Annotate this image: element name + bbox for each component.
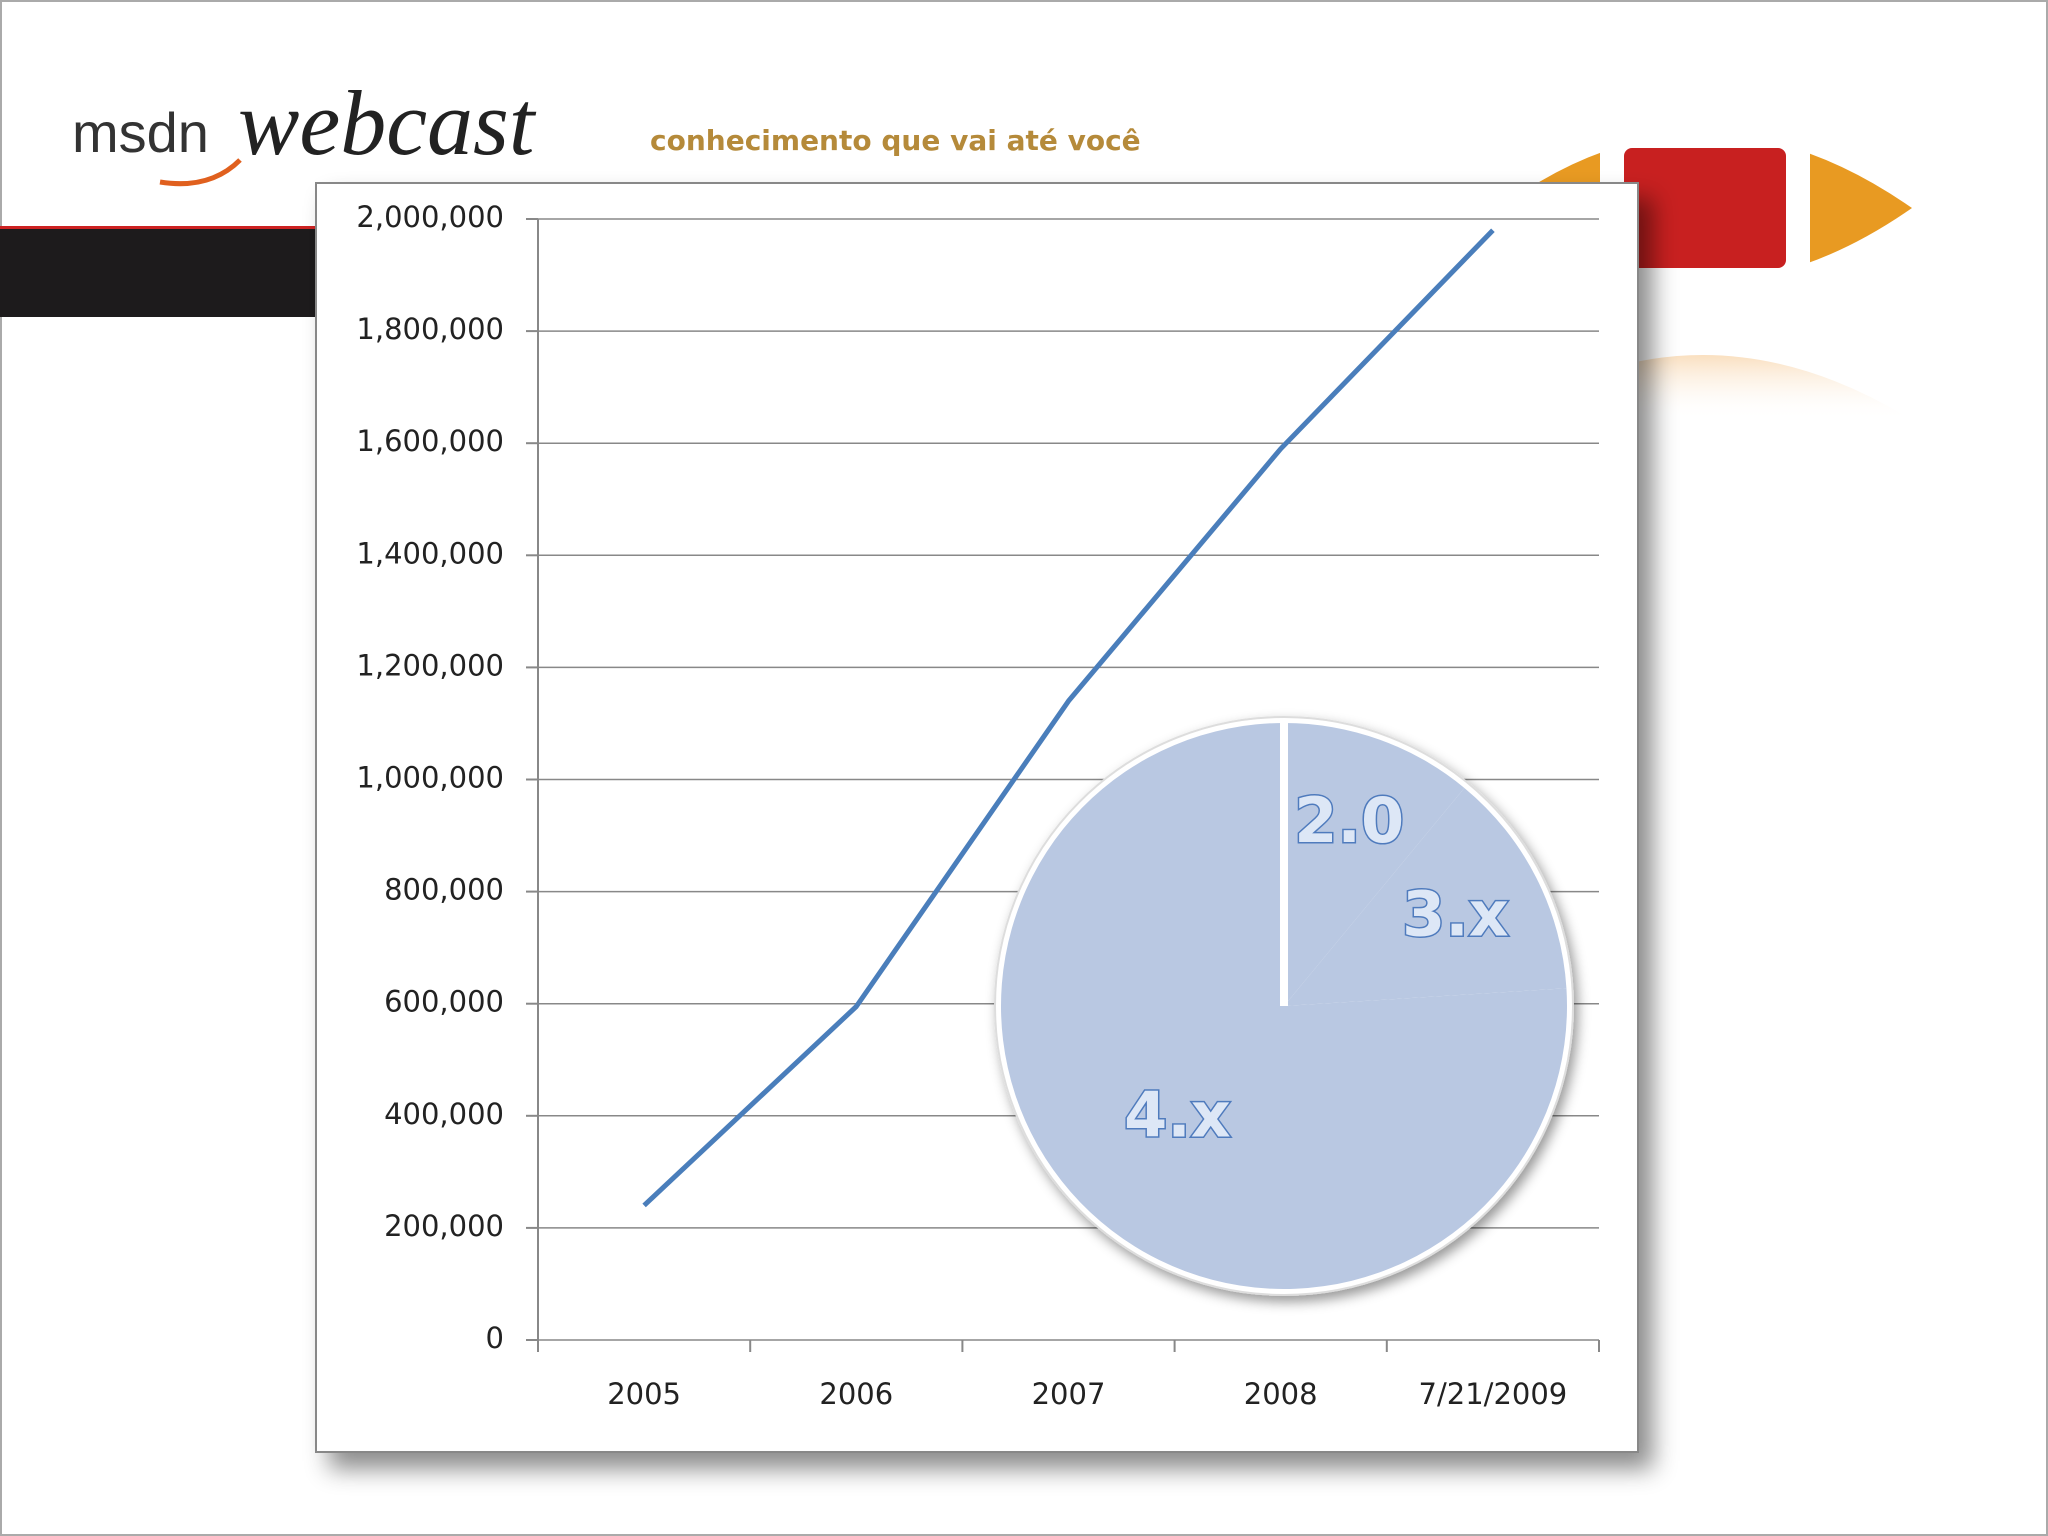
product: webcast — [238, 72, 537, 174]
x-tick-label: 2005 — [607, 1377, 681, 1411]
brand: msdn — [72, 101, 209, 164]
y-tick-label: 200,000 — [384, 1209, 504, 1243]
header-bar-line — [0, 226, 340, 229]
y-tick-label: 1,400,000 — [356, 536, 504, 570]
pie-slice — [1284, 787, 1567, 1006]
y-tick-label: 1,600,000 — [356, 424, 504, 458]
pie-label: 2.0 — [1294, 784, 1404, 857]
y-tick-label: 1,000,000 — [356, 761, 504, 795]
x-tick-label: 2007 — [1032, 1377, 1106, 1411]
y-tick-label: 0 — [486, 1321, 504, 1355]
y-tick-label: 400,000 — [384, 1097, 504, 1131]
y-tick-label: 800,000 — [384, 873, 504, 907]
x-tick-label: 7/21/2009 — [1419, 1377, 1568, 1411]
header-bar — [0, 228, 340, 317]
pie-label: 4.x — [1124, 1079, 1231, 1152]
y-tick-label: 600,000 — [384, 985, 504, 1019]
y-tick-label: 1,800,000 — [356, 312, 504, 346]
y-tick-label: 2,000,000 — [356, 200, 504, 234]
pie-label: 3.x — [1402, 878, 1509, 951]
x-tick-label: 2008 — [1244, 1377, 1318, 1411]
x-tick-label: 2006 — [819, 1377, 893, 1411]
pie-slice — [1284, 723, 1465, 1006]
icon-screen — [1624, 148, 1786, 268]
logo-swoosh — [159, 158, 242, 187]
y-tick-label: 1,200,000 — [356, 648, 504, 682]
tagline: conhecimento que vai até você — [650, 124, 1141, 157]
data-line — [642, 228, 1495, 1208]
